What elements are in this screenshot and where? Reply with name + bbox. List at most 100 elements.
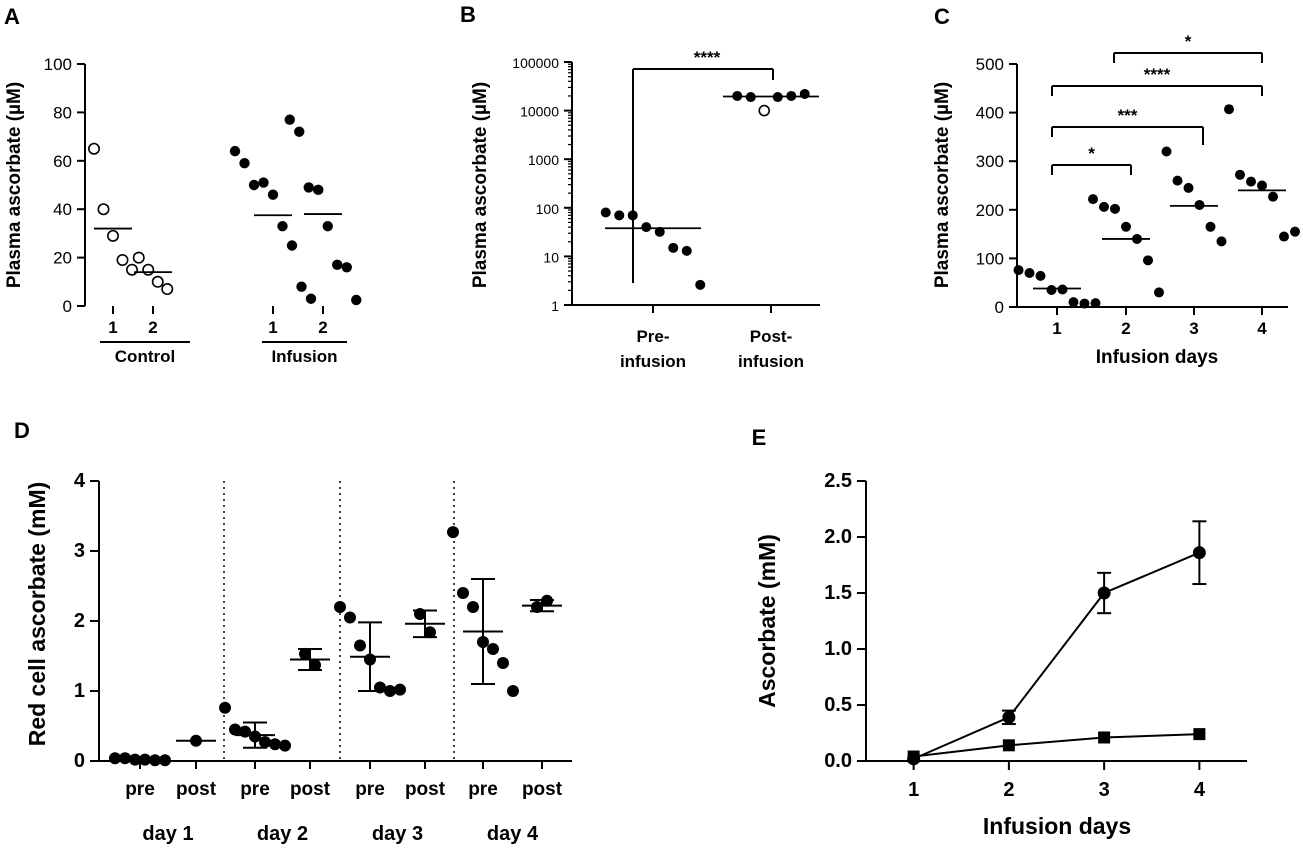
panel-d-y-axis-title: Red cell ascorbate (mM) [24, 482, 50, 747]
panel-d-y-tick-label: 0 [74, 750, 85, 772]
panel-e-series-line [913, 551, 1200, 760]
panel-a-point [248, 179, 260, 191]
panel-d-point [159, 754, 171, 767]
panel-a-point [132, 251, 145, 264]
panel-c-point [1090, 298, 1101, 309]
panel-c-sig-label: * [1185, 32, 1192, 51]
panel-e: E Ascorbate (mM) 0.0 0.5 1.0 1.5 2.0 2.5 1 2 3 4 Inf… [752, 425, 1247, 839]
panel-d-point [384, 685, 396, 697]
panel-d-point [299, 647, 311, 660]
panel-c-y-tick-label: 400 [976, 104, 1004, 123]
panel-b-y-axis-title: Plasma ascorbate (µM) [470, 82, 491, 288]
panel-e-point-square [907, 750, 920, 763]
panel-d-point [497, 657, 509, 669]
panel-c-y-tick-label: 500 [976, 55, 1004, 74]
panel-e-point-square [1193, 728, 1206, 741]
panel-d-y-tick-label: 4 [74, 470, 86, 492]
panel-a-category-label: 2 [318, 318, 327, 337]
panel-d-point [457, 587, 469, 599]
panel-d-point [354, 639, 366, 652]
panel-c-point [1235, 169, 1245, 180]
panel-a-point [116, 254, 129, 267]
panel-a-point [322, 220, 333, 232]
panel-b-category-label: infusion [620, 352, 686, 371]
panel-d-category-label: post [522, 779, 563, 800]
panel-c-y-tick-label: 300 [976, 152, 1004, 171]
panel-e-point-circle [1002, 710, 1016, 724]
panel-a: A Plasma ascorbate (µM) 0 20 40 60 80 100 1 2 Cont… [4, 4, 362, 366]
panel-e-y-tick-label: 2.0 [824, 526, 852, 548]
panel-d-point [344, 611, 356, 624]
panel-c-point [1268, 191, 1278, 202]
panel-e-x-tick-label: 3 [1099, 779, 1110, 801]
panel-d-point [394, 683, 406, 696]
panel-d-point [424, 626, 436, 639]
panel-b-point [695, 279, 706, 290]
panel-c-sig-label: **** [1144, 65, 1171, 84]
panel-c-point [1205, 221, 1216, 232]
panel-c-point [1246, 176, 1256, 187]
panel-c: C Plasma ascorbate (µM) 0 100 200 300 400 500 1 2… [932, 4, 1300, 368]
panel-c-point [1079, 298, 1090, 309]
panel-c-sig-label: * [1088, 144, 1095, 163]
panel-c-point [1121, 221, 1131, 232]
panel-a-point [161, 283, 174, 296]
panel-d-point [219, 701, 231, 714]
panel-e-label: E [752, 425, 767, 450]
panel-c-point [1290, 226, 1300, 237]
panel-d-point [334, 601, 346, 613]
panel-c-y-tick-label: 100 [976, 249, 1004, 268]
panel-c-point [1183, 182, 1194, 193]
panel-b: B Plasma ascorbate (µM) 1 10 100 1000 10000 100… [460, 2, 820, 371]
panel-b-category-label: Pre- [636, 327, 669, 346]
panel-d-category-label: pre [240, 779, 270, 800]
panel-a-y-tick-label: 80 [53, 103, 72, 122]
panel-a-y-tick-label: 0 [63, 297, 72, 316]
panel-c-point [1279, 231, 1289, 242]
panel-a-y-tick-label: 100 [44, 55, 72, 74]
panel-e-point-square [1002, 739, 1015, 752]
panel-e-y-tick-label: 0.5 [824, 694, 852, 716]
panel-a-point [142, 263, 155, 276]
panel-a-point [126, 263, 139, 276]
panel-e-x-tick-label: 2 [1003, 779, 1014, 801]
panel-e-point-circle [1192, 546, 1206, 560]
panel-c-point [1024, 267, 1035, 278]
panel-a-y-axis-title: Plasma ascorbate (µM) [4, 82, 25, 288]
panel-b-point [668, 242, 679, 253]
panel-c-category-label: 1 [1052, 319, 1061, 338]
panel-a-point [229, 145, 241, 157]
panel-d-category-label: pre [125, 779, 155, 800]
panel-a-group-label: Control [115, 347, 175, 366]
panel-d-point [531, 601, 543, 613]
panel-a-point [258, 177, 269, 188]
panel-a-label: A [4, 4, 20, 29]
panel-c-label: C [934, 4, 950, 29]
panel-d-point [259, 736, 271, 749]
panel-c-category-label: 4 [1257, 319, 1267, 338]
panel-e-point-circle [1097, 586, 1111, 600]
panel-a-point [284, 114, 295, 125]
panel-b-point [600, 207, 611, 218]
panel-a-category-label: 2 [148, 318, 157, 337]
panel-e-y-tick-label: 1.0 [824, 638, 852, 660]
panel-d-point [447, 526, 459, 539]
panel-b-y-tick-label: 10000 [520, 104, 559, 120]
panel-c-x-axis-title: Infusion days [1096, 347, 1218, 368]
panel-e-y-tick-label: 0.0 [824, 750, 852, 772]
panel-c-point [1216, 236, 1227, 247]
panel-e-y-axis-title: Ascorbate (mM) [754, 534, 780, 708]
panel-b-category-label: Post- [750, 327, 793, 346]
panel-d-point [269, 738, 281, 751]
panel-c-point [1224, 104, 1234, 115]
panel-b-point [758, 104, 771, 117]
panel-d-day-label: day 3 [372, 823, 423, 845]
panel-c-point [1046, 284, 1057, 295]
panel-b-point [799, 88, 810, 99]
panel-d-category-label: pre [355, 779, 385, 800]
panel-a-point [341, 262, 352, 273]
panel-d-category-label: post [405, 779, 446, 800]
panel-a-category-label: 1 [268, 318, 277, 337]
panel-b-y-tick-label: 100000 [512, 55, 559, 71]
